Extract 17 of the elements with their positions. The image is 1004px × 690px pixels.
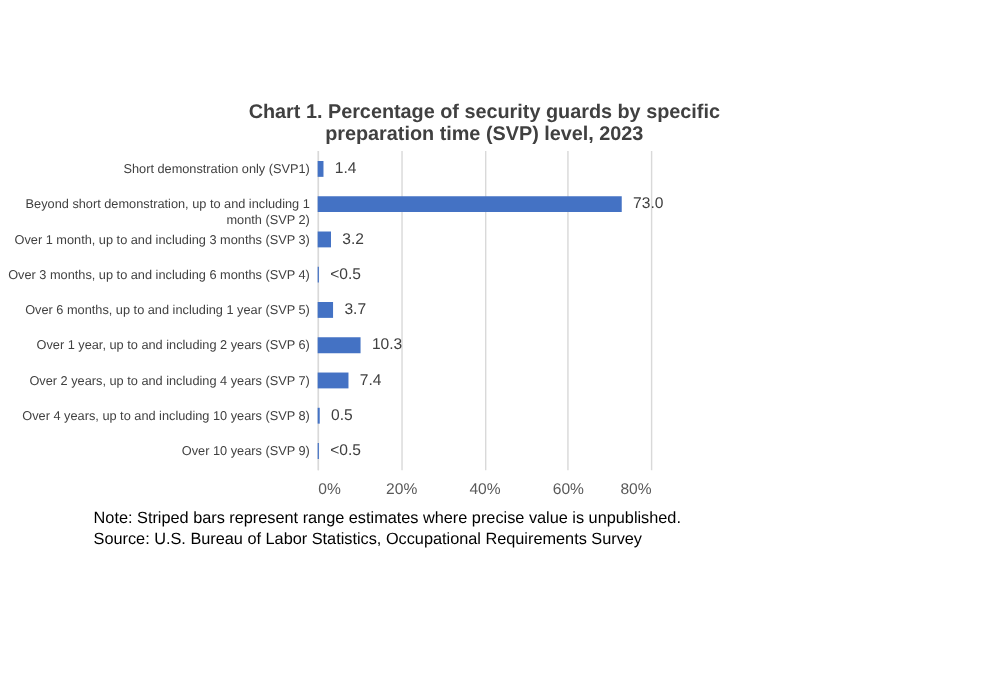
x-tick-label: 0%: [318, 480, 342, 499]
source-note: Source: U.S. Bureau of Labor Statistics, Occupational Requirements Survey: [93, 529, 644, 548]
x-tick-label: 80%: [620, 480, 652, 499]
data-label: <0.5: [330, 441, 361, 460]
data-label: 3.7: [344, 300, 367, 319]
x-tick-label: 60%: [552, 480, 585, 499]
x-tick-label: 20%: [386, 480, 418, 499]
x-tick-label: 40%: [469, 480, 501, 499]
data-label: 73.0: [633, 194, 665, 213]
data-label: 1.4: [334, 159, 358, 178]
data-label: 10.3: [371, 335, 403, 354]
chart-title: Chart 1. Percentage of security guards by specific preparation time (SVP) level, 2023: [248, 101, 721, 147]
data-label: 0.5: [331, 405, 353, 424]
text: Note: Striped bars represent range estimates where precise value is unpublished.: [93, 508, 681, 527]
data-label: 3.2: [342, 229, 364, 248]
data-label: 7.4: [359, 370, 383, 389]
data-label: <0.5: [330, 264, 361, 283]
